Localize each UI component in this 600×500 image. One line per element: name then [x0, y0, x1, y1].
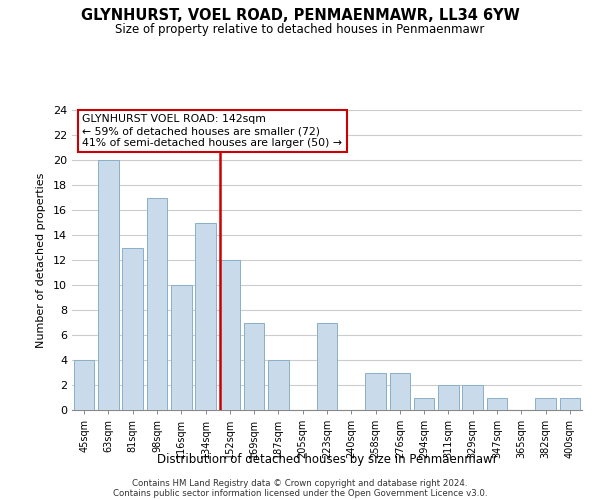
Text: GLYNHURST, VOEL ROAD, PENMAENMAWR, LL34 6YW: GLYNHURST, VOEL ROAD, PENMAENMAWR, LL34 … [80, 8, 520, 22]
Bar [244, 322, 265, 410]
Bar [560, 398, 580, 410]
Text: GLYNHURST VOEL ROAD: 142sqm
← 59% of detached houses are smaller (72)
41% of sem: GLYNHURST VOEL ROAD: 142sqm ← 59% of det… [82, 114, 342, 148]
Bar [414, 398, 434, 410]
Text: Contains public sector information licensed under the Open Government Licence v3: Contains public sector information licen… [113, 488, 487, 498]
Bar [389, 372, 410, 410]
Bar [487, 398, 508, 410]
Bar [535, 398, 556, 410]
Text: Contains HM Land Registry data © Crown copyright and database right 2024.: Contains HM Land Registry data © Crown c… [132, 478, 468, 488]
Bar [268, 360, 289, 410]
Text: Distribution of detached houses by size in Penmaenmawr: Distribution of detached houses by size … [157, 452, 497, 466]
Bar [74, 360, 94, 410]
Bar [463, 385, 483, 410]
Y-axis label: Number of detached properties: Number of detached properties [36, 172, 46, 348]
Bar [98, 160, 119, 410]
Bar [220, 260, 240, 410]
Bar [195, 222, 216, 410]
Bar [122, 248, 143, 410]
Bar [171, 285, 191, 410]
Bar [365, 372, 386, 410]
Bar [438, 385, 459, 410]
Text: Size of property relative to detached houses in Penmaenmawr: Size of property relative to detached ho… [115, 22, 485, 36]
Bar [146, 198, 167, 410]
Bar [317, 322, 337, 410]
